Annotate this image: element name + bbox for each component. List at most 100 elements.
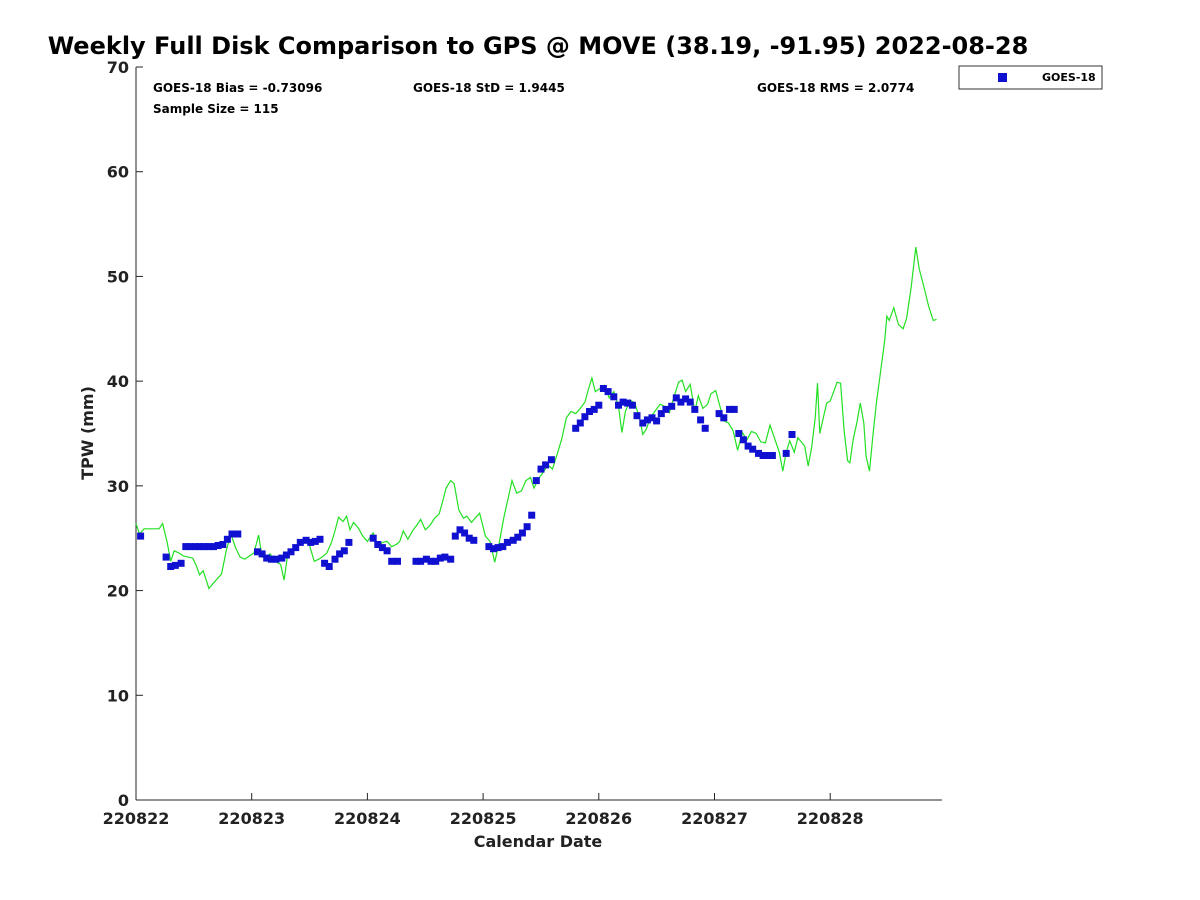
goes-data-point xyxy=(528,511,536,519)
goes-data-point xyxy=(604,388,612,396)
series-layer xyxy=(135,247,937,590)
goes-data-point xyxy=(542,461,550,469)
goes-data-point xyxy=(214,542,222,549)
goes-data-point xyxy=(518,529,526,537)
goes-data-point xyxy=(509,536,517,544)
goes-data-point xyxy=(374,541,382,548)
goes-data-point xyxy=(223,535,231,543)
goes-data-point xyxy=(287,548,295,556)
y-tick-label: 60 xyxy=(107,163,129,182)
y-tick-label: 30 xyxy=(107,477,129,496)
goes-data-point xyxy=(624,399,632,407)
y-axis-label: TPW (mm) xyxy=(78,386,97,480)
goes-data-point xyxy=(490,545,497,553)
goes-data-point xyxy=(726,405,733,413)
x-ticks: 220822 220823 220824 220825 220826 220827 2208… xyxy=(103,793,864,828)
legend: GOES-18 xyxy=(958,65,1103,90)
goes-data-point xyxy=(394,557,401,565)
goes-data-point xyxy=(686,398,694,406)
goes-data-point xyxy=(388,557,396,565)
x-tick-label: 220828 xyxy=(797,809,864,828)
y-tick-label: 40 xyxy=(107,372,129,391)
goes-data-point xyxy=(672,394,680,402)
goes-data-point xyxy=(643,416,651,424)
goes-data-point xyxy=(311,537,319,545)
goes-data-point xyxy=(436,554,444,562)
goes-data-point xyxy=(735,430,743,437)
goes-data-point xyxy=(701,424,709,432)
goes-data-point xyxy=(263,554,271,562)
goes-data-point xyxy=(532,477,540,485)
goes-data-point xyxy=(369,534,377,542)
goes-data-point xyxy=(697,416,705,424)
std-stat: GOES-18 StD = 1.9445 xyxy=(413,81,565,95)
goes-data-point xyxy=(196,543,204,551)
goes-data-point xyxy=(441,553,449,561)
goes-data-point xyxy=(182,543,190,551)
goes-data-point xyxy=(228,530,236,538)
goes-data-point xyxy=(296,538,304,546)
goes-data-point xyxy=(744,442,752,450)
goes-data-point xyxy=(325,563,333,570)
goes-data-point xyxy=(272,555,280,563)
goes-data-point xyxy=(639,419,647,427)
rms-stat: GOES-18 RMS = 2.0774 xyxy=(757,81,914,95)
gps-series-line xyxy=(135,247,937,590)
goes-data-point xyxy=(782,449,790,457)
goes-data-point xyxy=(648,414,656,422)
goes-data-point xyxy=(282,551,290,559)
goes-data-point xyxy=(162,553,170,561)
legend-marker xyxy=(998,73,1007,82)
goes-data-point xyxy=(619,398,627,406)
goes-data-point xyxy=(186,543,194,551)
goes-data-point xyxy=(662,405,670,413)
y-tick-label: 50 xyxy=(107,267,129,286)
goes-data-point xyxy=(205,543,213,551)
x-tick-label: 220822 xyxy=(103,809,170,828)
goes-data-point xyxy=(316,535,324,543)
goes-data-point xyxy=(657,410,665,418)
goes-data-point xyxy=(615,401,622,409)
goes-data-point xyxy=(177,559,185,567)
goes-data-point xyxy=(764,452,772,459)
goes-data-point xyxy=(514,533,522,541)
goes-data-point xyxy=(302,536,310,544)
y-tick-label: 10 xyxy=(107,686,129,705)
goes-data-point xyxy=(336,550,344,558)
goes-data-point xyxy=(470,536,478,544)
goes-data-point xyxy=(576,419,584,427)
x-tick-label: 220824 xyxy=(334,809,401,828)
goes-data-point xyxy=(254,548,261,556)
x-tick-label: 220825 xyxy=(450,809,517,828)
goes-data-point xyxy=(451,532,459,540)
y-ticks: 0 10 20 30 40 50 60 70 xyxy=(107,58,143,810)
goes-data-point xyxy=(586,408,593,415)
goes-data-point xyxy=(715,410,723,418)
goes-data-point xyxy=(633,412,641,420)
y-tick-label: 70 xyxy=(107,58,129,77)
goes-data-point xyxy=(292,544,300,552)
goes-data-point xyxy=(278,554,286,562)
goes-data-point xyxy=(485,543,493,551)
goes-data-point xyxy=(422,555,430,563)
goes-data-point xyxy=(427,557,435,565)
goes-data-point xyxy=(321,559,329,567)
goes-data-point xyxy=(499,543,507,551)
goes-data-point xyxy=(307,538,315,546)
legend-box xyxy=(958,65,1103,90)
goes-data-point xyxy=(456,526,464,534)
sample-size-stat: Sample Size = 115 xyxy=(153,102,279,116)
goes-data-point xyxy=(494,544,502,552)
plot-area xyxy=(136,67,942,800)
goes-data-point xyxy=(191,543,199,551)
goes-data-point xyxy=(628,401,636,409)
goes-data-point xyxy=(345,538,353,546)
goes-data-point xyxy=(503,538,511,546)
goes-data-point xyxy=(331,555,339,563)
goes-data-point xyxy=(210,543,217,551)
goes-data-point xyxy=(465,534,473,542)
goes-data-point xyxy=(412,557,420,565)
goes-data-point xyxy=(171,561,179,569)
goes-data-point xyxy=(677,398,685,406)
goes-data-point xyxy=(682,395,690,403)
